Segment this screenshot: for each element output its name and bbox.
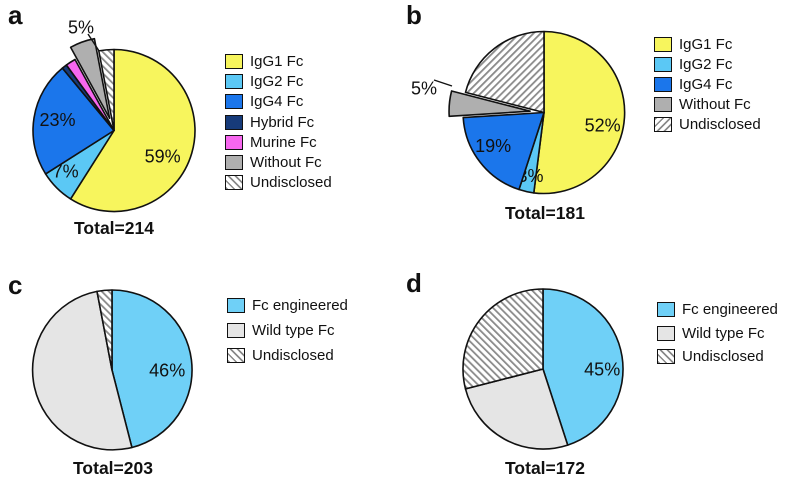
legend-swatch	[225, 114, 243, 130]
legend-item-undisclosed: Undisclosed	[657, 345, 778, 369]
legend-item-igg2-fc: IgG2 Fc	[225, 71, 332, 91]
legend-item-label: IgG4 Fc	[679, 75, 733, 93]
pct-label: 5%	[68, 17, 94, 37]
pct-label: 52%	[585, 115, 621, 135]
legend-swatch	[225, 53, 243, 69]
pie-chart-c: 46%	[31, 289, 193, 451]
panel-letter-c: c	[8, 270, 23, 300]
legend-item-label: Without Fc	[250, 154, 322, 172]
legend-d: Fc engineered Wild type Fc Undisclosed	[657, 298, 778, 369]
legend-item-hybrid-fc: Hybrid Fc	[225, 112, 332, 132]
pie-slice-igg4-fc	[32, 67, 115, 175]
total-label-a: Total=214	[74, 218, 154, 238]
legend-swatch	[654, 116, 672, 132]
total-label-d: Total=172	[505, 458, 585, 478]
legend-item-without-fc: Without Fc	[225, 152, 332, 172]
pie-slice-igg1-fc	[69, 48, 196, 213]
legend-item-label: Wild type Fc	[252, 322, 335, 339]
legend-item-fc-engineered: Fc engineered	[657, 298, 778, 322]
legend-swatch	[654, 36, 672, 52]
legend-swatch	[225, 175, 243, 191]
legend-item-fc-engineered: Fc engineered	[227, 293, 348, 318]
legend-item-undisclosed: Undisclosed	[225, 173, 332, 193]
pie-slice-igg4-fc	[462, 111, 545, 191]
legend-item-label: Without Fc	[679, 95, 751, 113]
pie-chart-d: 45%	[462, 288, 624, 450]
pct-label: 23%	[39, 110, 75, 130]
legend-c: Fc engineered Wild type Fc Undisclosed	[227, 293, 348, 368]
pie-chart-b: 52%3%19%5%	[411, 30, 626, 195]
legend-item-label: Undisclosed	[252, 347, 334, 364]
legend-item-wild-type-fc: Wild type Fc	[657, 322, 778, 346]
pie-slice-without-fc	[69, 37, 111, 120]
panel-letter-b: b	[406, 0, 422, 30]
pie-slice-undisclosed	[98, 48, 115, 132]
legend-item-undisclosed: Undisclosed	[654, 114, 761, 134]
pct-label: 19%	[475, 136, 511, 156]
legend-b: IgG1 Fc IgG2 Fc IgG4 Fc Without Fc Undisclos…	[654, 34, 761, 134]
pie-slice-undisclosed	[96, 289, 113, 371]
pie-slice-fc-engineered	[111, 289, 193, 449]
pie-slice-wild-type-fc	[31, 290, 133, 451]
legend-item-igg4-fc: IgG4 Fc	[654, 74, 761, 94]
pct-label: 7%	[53, 161, 79, 181]
pct-label: 46%	[149, 360, 185, 380]
legend-swatch	[225, 73, 243, 89]
legend-swatch	[657, 349, 675, 365]
total-label-b: Total=181	[505, 203, 585, 223]
legend-item-label: Undisclosed	[679, 115, 761, 133]
legend-item-label: Murine Fc	[250, 133, 317, 151]
total-label-c: Total=203	[73, 458, 153, 478]
legend-item-igg1-fc: IgG1 Fc	[225, 51, 332, 71]
pct-label: 5%	[411, 78, 437, 98]
legend-swatch	[654, 56, 672, 72]
legend-item-without-fc: Without Fc	[654, 94, 761, 114]
legend-item-label: Hybrid Fc	[250, 113, 315, 131]
legend-swatch	[654, 96, 672, 112]
panel-letter-a: a	[8, 0, 23, 30]
pie-slice-undisclosed	[462, 288, 544, 390]
legend-swatch	[225, 155, 243, 171]
pie-slice-murine-fc	[65, 58, 115, 132]
legend-item-label: IgG2 Fc	[679, 55, 733, 73]
pct-label: 45%	[584, 359, 620, 379]
legend-swatch	[657, 325, 675, 341]
legend-item-undisclosed: Undisclosed	[227, 343, 348, 368]
legend-swatch	[225, 94, 243, 110]
legend-item-label: Undisclosed	[682, 348, 764, 366]
legend-swatch	[657, 302, 675, 318]
legend-swatch	[225, 134, 243, 150]
pie-slice-igg1-fc	[533, 30, 626, 195]
legend-item-label: IgG1 Fc	[679, 35, 733, 53]
legend-item-label: IgG1 Fc	[250, 52, 304, 70]
legend-swatch	[227, 323, 245, 338]
label-leader-line	[433, 79, 453, 87]
legend-swatch	[227, 298, 245, 313]
legend-item-label: Fc engineered	[682, 301, 778, 319]
pie-slice-without-fc	[448, 90, 531, 118]
legend-item-label: Wild type Fc	[682, 324, 765, 342]
legend-item-igg4-fc: IgG4 Fc	[225, 92, 332, 112]
pie-chart-a: 59% 7% 23% 5%	[32, 17, 196, 213]
legend-swatch	[227, 348, 245, 363]
legend-item-label: Undisclosed	[250, 174, 332, 192]
legend-swatch	[654, 76, 672, 92]
legend-item-igg2-fc: IgG2 Fc	[654, 54, 761, 74]
legend-a: IgG1 Fc IgG2 Fc IgG4 Fc Hybrid Fc Murine Fc W…	[225, 51, 332, 193]
pie-slice-wild-type-fc	[464, 368, 569, 450]
legend-item-label: IgG4 Fc	[250, 93, 304, 111]
legend-item-wild-type-fc: Wild type Fc	[227, 318, 348, 343]
pct-label: 59%	[145, 147, 181, 167]
pie-slice-undisclosed	[464, 30, 545, 114]
panel-letter-d: d	[406, 268, 422, 298]
legend-item-label: Fc engineered	[252, 297, 348, 314]
legend-item-igg1-fc: IgG1 Fc	[654, 34, 761, 54]
pie-slice-fc-engineered	[542, 288, 624, 446]
legend-item-label: IgG2 Fc	[250, 72, 304, 90]
legend-item-murine-fc: Murine Fc	[225, 132, 332, 152]
